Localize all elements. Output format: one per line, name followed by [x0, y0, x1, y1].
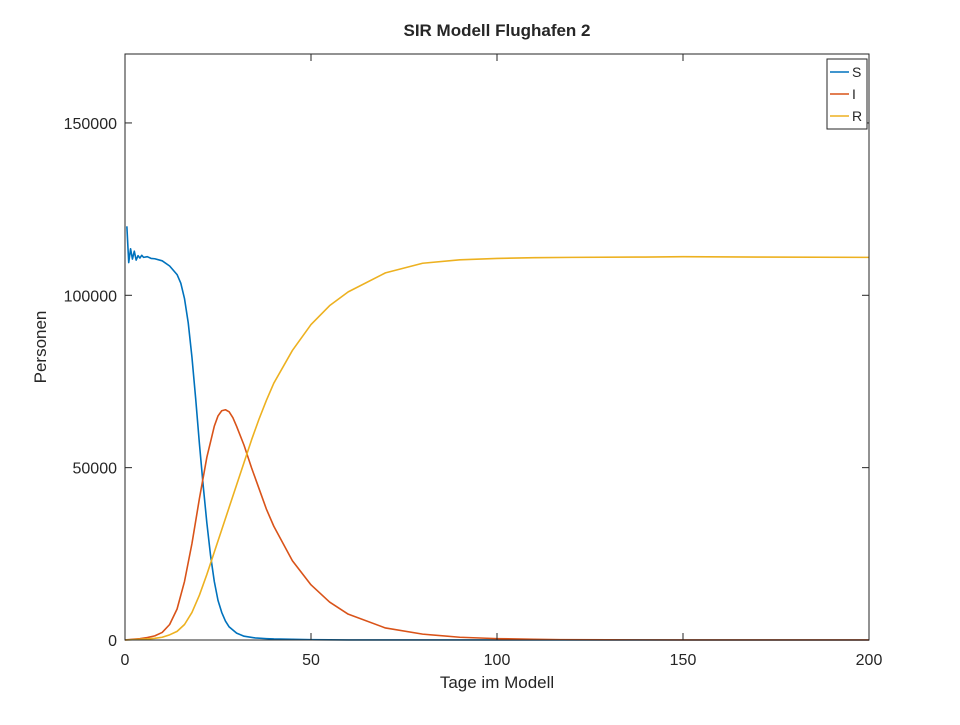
legend: SIR: [826, 58, 868, 130]
chart-title: SIR Modell Flughafen 2: [403, 21, 590, 40]
x-tick-label: 150: [670, 652, 697, 669]
legend-label-i: I: [852, 86, 856, 102]
legend-label-r: R: [852, 108, 862, 124]
x-tick-label: 50: [302, 652, 320, 669]
series-line-r: [124, 255, 870, 641]
y-tick-label: 100000: [64, 288, 117, 305]
series-line-i: [124, 408, 870, 641]
y-axis-label: Personen: [31, 311, 50, 384]
x-axis-label: Tage im Modell: [440, 673, 554, 692]
x-tick-label: 200: [856, 652, 883, 669]
y-tick-label: 50000: [73, 461, 118, 478]
plot-background: [125, 54, 869, 640]
y-tick-label: 0: [108, 633, 117, 650]
legend-label-s: S: [852, 64, 861, 80]
y-tick-label: 150000: [64, 116, 117, 133]
tick-layer: 0 50 100 150 200 0 50000 100000 150000: [64, 54, 883, 669]
x-tick-label: 100: [484, 652, 511, 669]
series-line-s: [126, 226, 870, 641]
series-layer: [124, 226, 870, 641]
x-tick-label: 0: [121, 652, 130, 669]
